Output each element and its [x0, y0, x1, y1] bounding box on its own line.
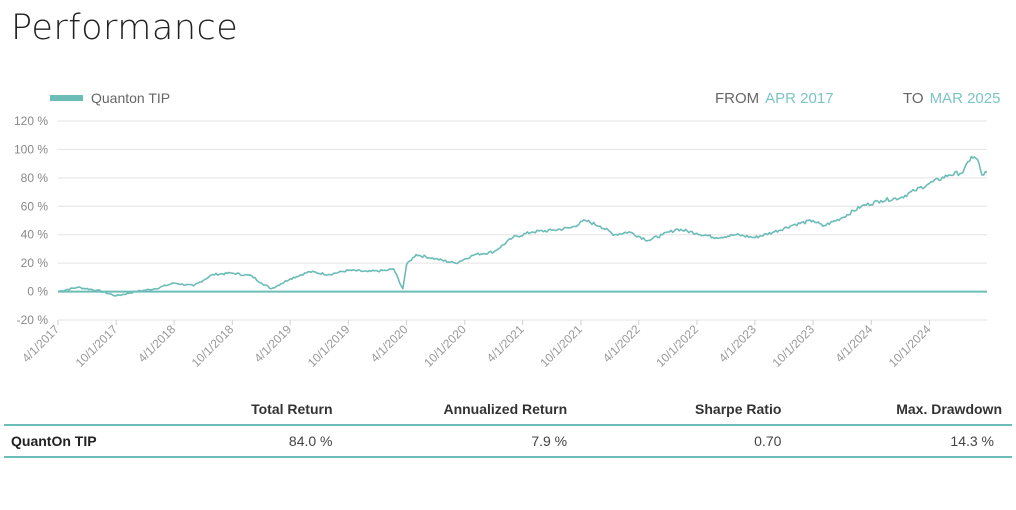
- strategy-name: QuantOn TIP: [4, 424, 188, 458]
- stats-header-annualized-return: Annualized Return: [443, 401, 568, 417]
- y-tick-label: -20 %: [17, 313, 49, 327]
- x-tick-label: 4/1/2017: [19, 322, 62, 365]
- max-drawdown-value: 14.3 %: [781, 424, 1012, 458]
- performance-chart: 120 %100 %80 %60 %40 %20 %0 %-20 %4/1/20…: [14, 114, 988, 370]
- stats-header-name: [4, 394, 188, 425]
- to-label: TO: [903, 90, 924, 107]
- series-line-quanton-tip: [57, 155, 988, 297]
- x-tick-label: 4/1/2019: [251, 322, 294, 365]
- y-tick-label: 40 %: [21, 228, 49, 242]
- x-tick-label: 10/1/2022: [653, 322, 701, 370]
- x-tick-label: 10/1/2019: [305, 322, 353, 370]
- x-tick-label: 4/1/2018: [135, 322, 178, 365]
- page-title: Performance: [11, 8, 239, 48]
- x-tick-label: 4/1/2021: [484, 322, 527, 365]
- stats-header-max-drawdown: Max. Drawdown: [896, 401, 1002, 417]
- stats-header-sharpe-ratio: Sharpe Ratio: [695, 401, 782, 417]
- date-range-to[interactable]: TO MAR 2025: [903, 90, 1000, 107]
- from-label: FROM: [715, 90, 760, 107]
- y-tick-label: 80 %: [21, 171, 49, 185]
- x-tick-label: 4/1/2023: [716, 322, 759, 365]
- chart-legend[interactable]: Quanton TIP: [50, 90, 170, 106]
- stats-table: Total Return Annualized Return Sharpe Ra…: [4, 394, 1012, 458]
- legend-swatch: [50, 95, 83, 101]
- x-tick-label: 10/1/2020: [421, 322, 469, 370]
- stats-header-total-return: Total Return: [251, 401, 333, 417]
- y-tick-label: 0 %: [27, 285, 48, 299]
- stats-header-row: Total Return Annualized Return Sharpe Ra…: [4, 394, 1012, 425]
- total-return-value: 84.0 %: [187, 424, 333, 458]
- y-tick-label: 120 %: [14, 114, 48, 128]
- x-tick-label: 4/1/2024: [832, 322, 875, 365]
- y-tick-label: 20 %: [21, 256, 49, 270]
- x-tick-label: 10/1/2024: [886, 322, 934, 370]
- x-tick-label: 10/1/2017: [73, 322, 121, 370]
- sharpe-ratio-value: 0.70: [567, 424, 782, 458]
- x-tick-label: 4/1/2020: [368, 322, 411, 365]
- y-tick-label: 60 %: [21, 199, 49, 213]
- from-value[interactable]: APR 2017: [765, 90, 834, 107]
- x-tick-label: 4/1/2022: [600, 322, 643, 365]
- legend-series-label: Quanton TIP: [91, 90, 171, 106]
- x-tick-label: 10/1/2021: [537, 322, 585, 370]
- to-value[interactable]: MAR 2025: [929, 90, 1001, 107]
- y-tick-label: 100 %: [14, 142, 48, 156]
- x-tick-label: 10/1/2018: [189, 322, 237, 370]
- x-tick-label: 10/1/2023: [770, 322, 818, 370]
- table-row: QuantOn TIP 84.0 % 7.9 % 0.70 14.3 %: [4, 424, 1012, 458]
- date-range-from[interactable]: FROM APR 2017: [715, 90, 834, 107]
- annualized-return-value: 7.9 %: [332, 424, 568, 458]
